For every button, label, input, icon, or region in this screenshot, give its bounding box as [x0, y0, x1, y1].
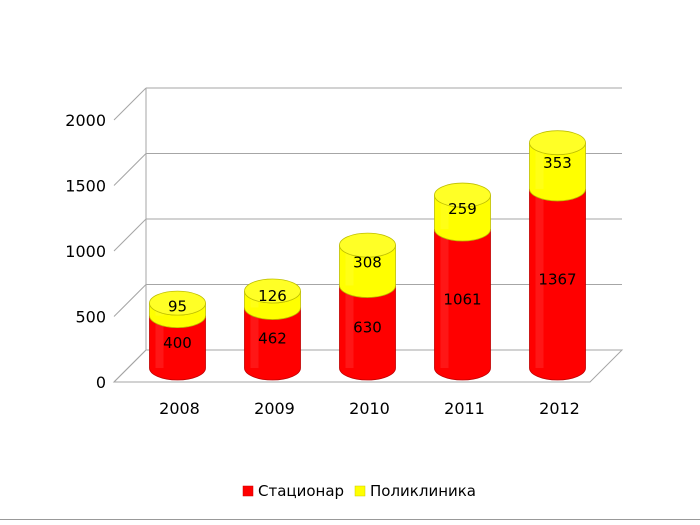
- y-tick-label: 0: [96, 373, 106, 392]
- data-label: 95: [168, 297, 187, 315]
- legend-swatch-1: [354, 485, 366, 497]
- bar-highlight: [440, 229, 449, 368]
- legend: Стационар Поликлиника: [242, 482, 476, 500]
- data-label: 308: [353, 253, 382, 271]
- grid-connector-500: [113, 284, 147, 317]
- x-category-label: 2010: [349, 399, 390, 418]
- legend-label-1: Поликлиника: [370, 482, 476, 500]
- bar-cap-2010: [339, 232, 396, 258]
- y-tick-label: 1500: [65, 177, 106, 196]
- bar-highlight: [155, 315, 164, 368]
- data-label: 126: [258, 287, 287, 305]
- y-tick-label: 1000: [65, 242, 106, 261]
- bar-highlight: [440, 195, 449, 230]
- data-label: 630: [353, 319, 382, 337]
- grid-connector-2000: [113, 87, 147, 121]
- bar-highlight: [345, 285, 354, 368]
- labels-layer: 400 95 462 126 630 308 1061 259 1367 353: [163, 154, 576, 352]
- y-tick-label: 500: [75, 308, 106, 327]
- bar-cap-2011: [434, 182, 491, 208]
- bar-cap-2012: [529, 130, 586, 156]
- legend-swatch-0: [242, 485, 254, 497]
- bar-highlight: [535, 142, 544, 189]
- bar-highlight: [535, 188, 544, 368]
- data-label: 1367: [538, 270, 576, 288]
- data-label: 353: [543, 154, 572, 172]
- bar-cap-2009: [244, 278, 301, 304]
- bar-cap-2008: [149, 290, 206, 316]
- bars-layer: [149, 130, 586, 381]
- y-tick-label: 2000: [65, 111, 106, 130]
- x-category-label: 2011: [444, 399, 485, 418]
- bar-highlight: [345, 245, 354, 286]
- data-label: 1061: [443, 291, 481, 309]
- data-label: 462: [258, 330, 287, 348]
- divider-line: [0, 519, 700, 520]
- data-label: 259: [448, 200, 477, 218]
- legend-label-0: Стационар: [258, 482, 344, 500]
- x-category-label: 2012: [539, 399, 580, 418]
- bar-highlight: [250, 307, 259, 368]
- data-label: 400: [163, 334, 192, 352]
- x-category-label: 2008: [159, 399, 200, 418]
- x-category-label: 2009: [254, 399, 295, 418]
- axis-layer: 0 500 1000 1500 2000 2008 2009 2010 2011 2012: [65, 111, 580, 418]
- grid-connector-1000: [113, 218, 147, 252]
- grid-connector-1500: [113, 153, 147, 186]
- chart-floor: [112, 349, 624, 383]
